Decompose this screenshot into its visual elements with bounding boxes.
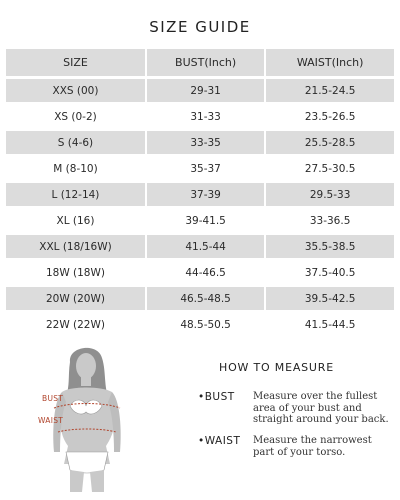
size-cell: XXL (18/16W) [6, 235, 145, 258]
waist-cell: 35.5-38.5 [266, 235, 394, 258]
table-row: 22W (22W) 48.5-50.5 41.5-44.5 [6, 313, 394, 336]
column-header-size: SIZE [6, 49, 145, 76]
left-arm-shape [53, 392, 66, 452]
bullet-dot-icon: • [198, 435, 205, 447]
table-header-row: SIZE BUST(Inch) WAIST(Inch) [6, 49, 394, 76]
figure-bust-label: BUST [42, 394, 64, 403]
table-row: L (12-14) 37-39 29.5-33 [6, 183, 394, 206]
column-header-waist: WAIST(Inch) [266, 49, 394, 76]
neck-shape [81, 376, 91, 386]
bust-bullet: •BUST [198, 391, 235, 403]
bust-cell: 46.5-48.5 [146, 287, 265, 310]
size-cell: 22W (22W) [6, 313, 145, 336]
right-leg-shape [90, 470, 104, 492]
table-row: S (4-6) 33-35 25.5-28.5 [6, 131, 394, 154]
bust-cell: 39-41.5 [146, 209, 265, 232]
table-row: XXL (18/16W) 41.5-44 35.5-38.5 [6, 235, 394, 258]
bust-cell: 44-46.5 [146, 261, 265, 284]
size-cell: L (12-14) [6, 183, 145, 206]
table-row: 18W (18W) 44-46.5 37.5-40.5 [6, 261, 394, 284]
waist-cell: 21.5-24.5 [266, 79, 394, 102]
bust-cell: 48.5-50.5 [146, 313, 265, 336]
left-leg-shape [70, 470, 84, 492]
page-title: SIZE GUIDE [149, 18, 251, 36]
bust-cell: 41.5-44 [146, 235, 265, 258]
size-table: SIZE BUST(Inch) WAIST(Inch) XXS (00) 29-… [4, 46, 396, 339]
waist-cell: 33-36.5 [266, 209, 394, 232]
size-cell: 20W (20W) [6, 287, 145, 310]
size-cell: M (8-10) [6, 157, 145, 180]
waist-cell: 29.5-33 [266, 183, 394, 206]
waist-measure-line [57, 428, 117, 433]
waist-cell: 27.5-30.5 [266, 157, 394, 180]
bust-cell: 35-37 [146, 157, 265, 180]
table-row: XS (0-2) 31-33 23.5-26.5 [6, 105, 394, 128]
table-row: M (8-10) 35-37 27.5-30.5 [6, 157, 394, 180]
size-cell: S (4-6) [6, 131, 145, 154]
bust-cell: 37-39 [146, 183, 265, 206]
bust-cell: 29-31 [146, 79, 265, 102]
figure-waist-label: WAIST [38, 416, 64, 425]
waist-cell: 37.5-40.5 [266, 261, 394, 284]
size-cell: XS (0-2) [6, 105, 145, 128]
size-cell: XL (16) [6, 209, 145, 232]
table-row: XL (16) 39-41.5 33-36.5 [6, 209, 394, 232]
waist-measure-description: Measure the narrowest part of your torso… [253, 435, 372, 458]
underwear-shape [65, 451, 109, 474]
bust-cell: 33-35 [146, 131, 265, 154]
waist-cell: 39.5-42.5 [266, 287, 394, 310]
waist-cell: 41.5-44.5 [266, 313, 394, 336]
bust-measure-label: BUST [204, 391, 235, 403]
bust-cell: 31-33 [146, 105, 265, 128]
bullet-dot-icon: • [198, 391, 205, 403]
body-figure-illustration [53, 347, 121, 492]
how-to-measure-title: HOW TO MEASURE [219, 361, 334, 374]
table-row: XXS (00) 29-31 21.5-24.5 [6, 79, 394, 102]
size-cell: XXS (00) [6, 79, 145, 102]
face-shape [76, 353, 96, 379]
size-cell: 18W (18W) [6, 261, 145, 284]
waist-bullet: •WAIST [198, 435, 240, 447]
column-header-bust: BUST(Inch) [146, 49, 265, 76]
waist-cell: 23.5-26.5 [266, 105, 394, 128]
waist-measure-label: WAIST [204, 435, 241, 447]
bust-measure-description: Measure over the fullest area of your bu… [253, 391, 389, 425]
bust-measure-line [53, 403, 121, 409]
waist-cell: 25.5-28.5 [266, 131, 394, 154]
table-row: 20W (20W) 46.5-48.5 39.5-42.5 [6, 287, 394, 310]
